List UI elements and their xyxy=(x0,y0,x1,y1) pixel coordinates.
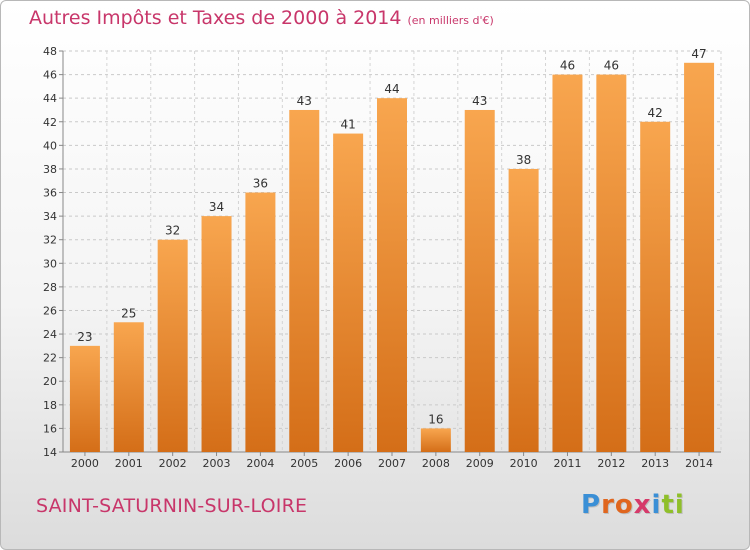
data-label: 44 xyxy=(384,82,399,96)
data-label: 38 xyxy=(516,153,531,167)
logo-letter: i xyxy=(651,490,662,520)
proxiti-logo: Proxiti xyxy=(581,490,685,520)
y-tick-label: 24 xyxy=(43,328,57,341)
data-label: 46 xyxy=(604,59,619,73)
y-tick-label: 36 xyxy=(43,187,57,200)
y-tick-label: 26 xyxy=(43,304,57,317)
data-label: 41 xyxy=(340,118,355,132)
bar xyxy=(377,98,407,453)
data-label: 46 xyxy=(560,59,575,73)
y-tick-label: 28 xyxy=(43,281,57,294)
data-label: 42 xyxy=(648,106,663,120)
logo-letter: r xyxy=(601,490,615,520)
bar xyxy=(69,345,100,452)
y-tick-label: 34 xyxy=(43,210,57,223)
bar xyxy=(596,74,627,453)
y-tick-label: 14 xyxy=(43,446,57,459)
bar xyxy=(508,168,539,453)
x-tick-label: 2011 xyxy=(553,457,581,470)
y-tick-label: 22 xyxy=(43,352,57,365)
bar xyxy=(113,322,144,452)
x-tick-label: 2014 xyxy=(685,457,713,470)
y-tick-label: 44 xyxy=(43,92,57,105)
x-tick-label: 2010 xyxy=(510,457,538,470)
y-tick-label: 38 xyxy=(43,163,57,176)
axes: 14 16 18 20 22 24 26 28 30 32 34 36 38 40 42 44 46 48 2000… xyxy=(43,45,721,470)
y-tick-label: 18 xyxy=(43,399,57,412)
x-tick-label: 2002 xyxy=(159,457,187,470)
bar xyxy=(552,74,583,453)
bar xyxy=(157,239,188,452)
data-label: 47 xyxy=(691,47,706,61)
bar xyxy=(684,62,715,452)
data-label: 32 xyxy=(165,224,180,238)
commune-name: SAINT-SATURNIN-SUR-LOIRE xyxy=(36,495,308,517)
x-tick-label: 2008 xyxy=(422,457,450,470)
logo-letter: t xyxy=(661,490,675,520)
y-tick-label: 48 xyxy=(43,45,57,58)
data-label: 43 xyxy=(297,94,312,108)
x-tick-label: 2005 xyxy=(290,457,318,470)
chart-title: Autres Impôts et Taxes de 2000 à 2014 (en… xyxy=(29,7,494,29)
logo-letter: P xyxy=(581,490,602,520)
data-label: 16 xyxy=(428,412,443,426)
bar xyxy=(245,192,276,452)
bars xyxy=(69,62,715,453)
data-label: 34 xyxy=(209,200,224,214)
y-tick-label: 16 xyxy=(43,422,57,435)
y-tick-label: 30 xyxy=(43,257,57,270)
x-tick-label: 2000 xyxy=(71,457,99,470)
logo-letter: x xyxy=(633,490,652,520)
bar xyxy=(333,133,364,452)
x-tick-label: 2001 xyxy=(115,457,143,470)
y-tick-label: 40 xyxy=(43,139,57,152)
bar xyxy=(464,109,495,453)
x-tick-label: 2012 xyxy=(597,457,625,470)
chart-title-text: Autres Impôts et Taxes de 2000 à 2014 xyxy=(29,7,402,29)
y-tick-label: 42 xyxy=(43,116,57,129)
data-labels: 23 25 32 34 36 43 41 44 16 43 38 46 46 42 47 xyxy=(77,47,706,427)
x-tick-label: 2009 xyxy=(466,457,494,470)
y-tick-label: 32 xyxy=(43,234,57,247)
data-label: 25 xyxy=(121,306,136,320)
bar xyxy=(640,121,671,452)
x-tick-label: 2006 xyxy=(334,457,362,470)
bar xyxy=(420,428,451,452)
x-tick-label: 2007 xyxy=(378,457,406,470)
y-tick-label: 20 xyxy=(43,375,57,388)
bar xyxy=(289,109,320,453)
logo-letter: i xyxy=(674,490,685,520)
data-label: 36 xyxy=(253,177,268,191)
bar xyxy=(201,216,232,452)
logo-letter: o xyxy=(614,490,634,520)
data-label: 43 xyxy=(472,94,487,108)
x-tick-label: 2013 xyxy=(641,457,669,470)
x-tick-label: 2003 xyxy=(203,457,231,470)
y-tick-label: 46 xyxy=(43,69,57,82)
chart-subtitle: (en milliers d'€) xyxy=(407,14,494,27)
data-label: 23 xyxy=(77,330,92,344)
x-tick-label: 2004 xyxy=(246,457,274,470)
